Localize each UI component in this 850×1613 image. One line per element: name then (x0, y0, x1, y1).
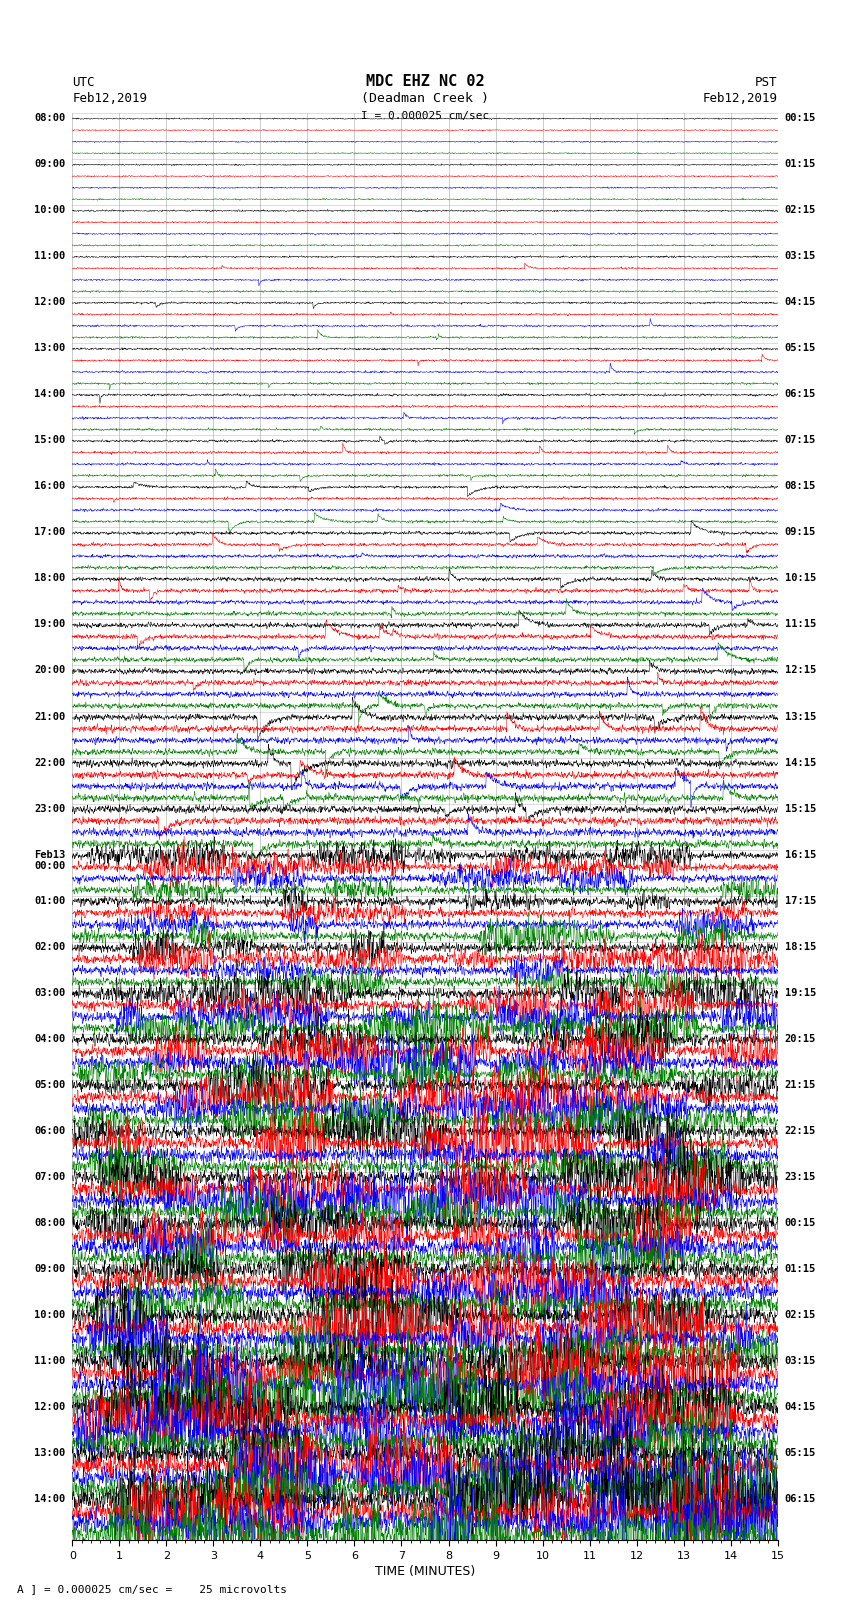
Text: UTC: UTC (72, 76, 94, 89)
Text: 19:00: 19:00 (34, 619, 65, 629)
Text: Feb12,2019: Feb12,2019 (72, 92, 147, 105)
Text: 05:15: 05:15 (785, 344, 816, 353)
Text: 21:00: 21:00 (34, 711, 65, 721)
Text: 07:15: 07:15 (785, 436, 816, 445)
Text: 05:00: 05:00 (34, 1081, 65, 1090)
Text: 02:15: 02:15 (785, 1310, 816, 1319)
Text: 04:15: 04:15 (785, 297, 816, 306)
Text: (Deadman Creek ): (Deadman Creek ) (361, 92, 489, 105)
Text: 23:15: 23:15 (785, 1173, 816, 1182)
Text: 00:15: 00:15 (785, 1218, 816, 1227)
Text: 20:00: 20:00 (34, 666, 65, 676)
Text: 11:00: 11:00 (34, 1357, 65, 1366)
Text: 22:15: 22:15 (785, 1126, 816, 1136)
Text: 11:00: 11:00 (34, 252, 65, 261)
Text: 03:00: 03:00 (34, 987, 65, 998)
Text: 03:15: 03:15 (785, 252, 816, 261)
Text: 08:15: 08:15 (785, 481, 816, 492)
Text: 05:15: 05:15 (785, 1448, 816, 1458)
Text: 14:00: 14:00 (34, 1494, 65, 1505)
Text: 01:15: 01:15 (785, 1265, 816, 1274)
Text: 22:00: 22:00 (34, 758, 65, 768)
Text: 18:15: 18:15 (785, 942, 816, 952)
Text: MDC EHZ NC 02: MDC EHZ NC 02 (366, 74, 484, 89)
Text: 10:00: 10:00 (34, 1310, 65, 1319)
Text: 19:15: 19:15 (785, 987, 816, 998)
Text: 09:00: 09:00 (34, 1265, 65, 1274)
Text: 02:00: 02:00 (34, 942, 65, 952)
Text: Feb13
00:00: Feb13 00:00 (34, 850, 65, 871)
Text: 00:15: 00:15 (785, 113, 816, 123)
Text: 02:15: 02:15 (785, 205, 816, 215)
Text: 17:00: 17:00 (34, 527, 65, 537)
Text: 20:15: 20:15 (785, 1034, 816, 1044)
Text: 06:15: 06:15 (785, 389, 816, 398)
Text: 14:00: 14:00 (34, 389, 65, 398)
Text: 12:15: 12:15 (785, 666, 816, 676)
Text: 06:15: 06:15 (785, 1494, 816, 1505)
Text: 13:15: 13:15 (785, 711, 816, 721)
Text: 21:15: 21:15 (785, 1081, 816, 1090)
Text: 16:00: 16:00 (34, 481, 65, 492)
Text: 13:00: 13:00 (34, 1448, 65, 1458)
Text: 08:00: 08:00 (34, 113, 65, 123)
Text: 04:00: 04:00 (34, 1034, 65, 1044)
Text: 14:15: 14:15 (785, 758, 816, 768)
Text: PST: PST (756, 76, 778, 89)
Text: 15:00: 15:00 (34, 436, 65, 445)
Text: 15:15: 15:15 (785, 803, 816, 813)
Text: I = 0.000025 cm/sec: I = 0.000025 cm/sec (361, 111, 489, 121)
Text: 01:15: 01:15 (785, 160, 816, 169)
Text: 08:00: 08:00 (34, 1218, 65, 1227)
Text: 03:15: 03:15 (785, 1357, 816, 1366)
Text: 10:15: 10:15 (785, 573, 816, 584)
X-axis label: TIME (MINUTES): TIME (MINUTES) (375, 1565, 475, 1578)
Text: 16:15: 16:15 (785, 850, 816, 860)
Text: A ] = 0.000025 cm/sec =    25 microvolts: A ] = 0.000025 cm/sec = 25 microvolts (17, 1584, 287, 1594)
Text: 12:00: 12:00 (34, 297, 65, 306)
Text: Feb12,2019: Feb12,2019 (703, 92, 778, 105)
Text: 17:15: 17:15 (785, 895, 816, 907)
Text: 09:15: 09:15 (785, 527, 816, 537)
Text: 01:00: 01:00 (34, 895, 65, 907)
Text: 23:00: 23:00 (34, 803, 65, 813)
Text: 13:00: 13:00 (34, 344, 65, 353)
Text: 18:00: 18:00 (34, 573, 65, 584)
Text: 11:15: 11:15 (785, 619, 816, 629)
Text: 09:00: 09:00 (34, 160, 65, 169)
Text: 07:00: 07:00 (34, 1173, 65, 1182)
Text: 12:00: 12:00 (34, 1402, 65, 1413)
Text: 06:00: 06:00 (34, 1126, 65, 1136)
Text: 04:15: 04:15 (785, 1402, 816, 1413)
Text: 10:00: 10:00 (34, 205, 65, 215)
